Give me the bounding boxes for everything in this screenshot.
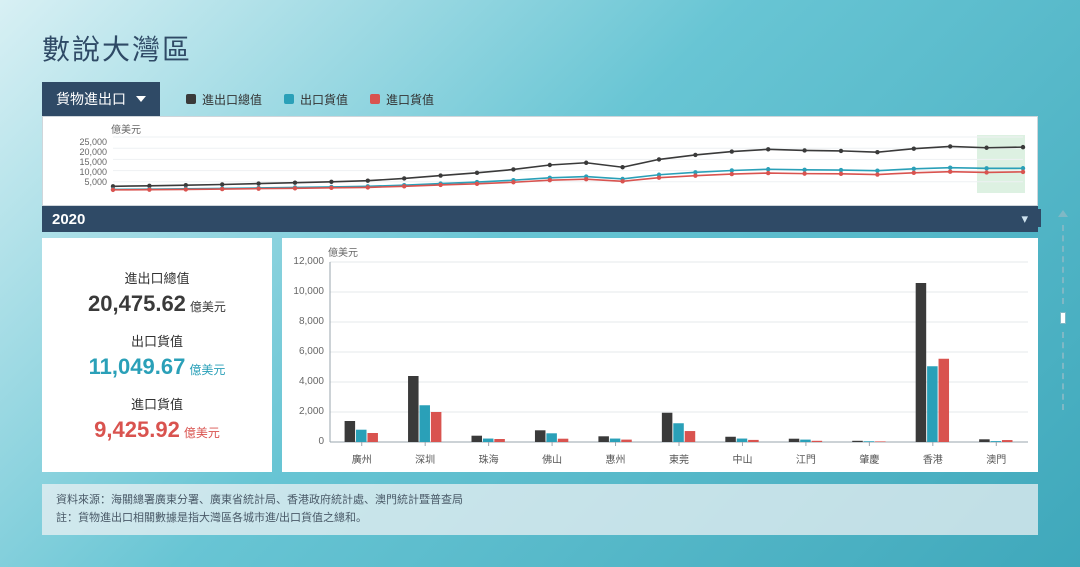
bar-ytick: 8,000 [288,316,324,327]
bar-category-label: 中山 [732,451,752,466]
legend-label: 進口貨值 [386,91,434,108]
legend-swatch [284,94,294,104]
bar-svg [282,238,1038,472]
bar-category-label: 深圳 [415,451,435,466]
footer-note: 註：貨物進出口相關數據是指大灣區各城市進/出口貨值之總和。 [56,510,1024,528]
bar-category-label: 廣州 [352,451,372,466]
legend-swatch [370,94,380,104]
chevron-down-icon [136,96,146,102]
bar-category-label: 東莞 [669,451,689,466]
pager-line [1062,225,1064,304]
legend-label: 出口貨值 [300,91,348,108]
timeline-chart[interactable]: 億美元 25,00020,00015,00010,0005,000 2020 [42,116,1038,206]
stat-export-unit: 億美元 [189,363,225,377]
stat-export: 出口貨值 11,049.67億美元 [89,331,226,380]
pager-line [1062,332,1064,411]
legend-item-import[interactable]: 進口貨值 [370,91,434,108]
stat-import-unit: 億美元 [184,426,220,440]
metric-dropdown-label: 貨物進出口 [56,89,126,109]
stat-import-label: 進口貨值 [94,394,220,413]
bar-ytick: 4,000 [288,376,324,387]
bar-category-label: 江門 [796,451,816,466]
city-bar-chart[interactable]: 億美元 02,0004,0006,0008,00010,00012,000廣州深… [282,238,1038,472]
page-title: 數說大灣區 [42,28,192,68]
filter-icon[interactable]: ▾ [1021,211,1028,227]
stat-export-label: 出口貨值 [89,331,226,350]
stat-total: 進出口總值 20,475.62 億美元 [88,268,226,317]
stat-import-value: 9,425.92 [94,417,180,442]
bar-ytick: 6,000 [288,346,324,357]
year-strip: 2020 ▾ [42,206,1038,232]
legend-swatch [186,94,196,104]
bar-ytick: 10,000 [288,286,324,297]
stat-import: 進口貨值 9,425.92 億美元 [94,394,220,443]
bar-category-label: 香港 [923,451,943,466]
footer-notes: 資料來源：海關總署廣東分署、廣東省統計局、香港政府統計處、澳門統計暨普查局 註：… [42,484,1038,535]
page-indicator[interactable] [1056,210,1070,410]
stat-total-value: 20,475.62 [88,291,186,316]
legend-item-total[interactable]: 進出口總值 [186,91,262,108]
legend-item-export[interactable]: 出口貨值 [284,91,348,108]
stats-card: 進出口總值 20,475.62億美元 出口貨值 11,049.67億美元 進口貨… [42,238,272,472]
arrow-up-icon [1058,210,1068,217]
metric-dropdown[interactable]: 貨物進出口 [42,82,160,116]
stat-export-value: 11,049.67 [89,354,186,379]
selected-year: 2020 [52,211,85,228]
pager-dot [1060,312,1066,324]
bar-category-label: 佛山 [542,451,562,466]
bar-category-label: 珠海 [479,451,499,466]
stat-total-label: 進出口總值 [88,268,226,287]
bar-ytick: 12,000 [288,256,324,267]
bar-ytick: 0 [288,436,324,447]
timeline-svg [43,117,1039,207]
stat-total-unit: 億美元 [190,300,226,314]
legend: 進出口總值 出口貨值 進口貨值 [186,91,434,108]
topbar: 貨物進出口 進出口總值 出口貨值 進口貨值 [42,82,434,116]
footer-source: 資料來源：海關總署廣東分署、廣東省統計局、香港政府統計處、澳門統計暨普查局 [56,492,1024,510]
bar-category-label: 澳門 [986,451,1006,466]
bar-ytick: 2,000 [288,406,324,417]
legend-label: 進出口總值 [202,91,262,108]
bar-category-label: 肇慶 [859,451,879,466]
bar-category-label: 惠州 [606,451,626,466]
